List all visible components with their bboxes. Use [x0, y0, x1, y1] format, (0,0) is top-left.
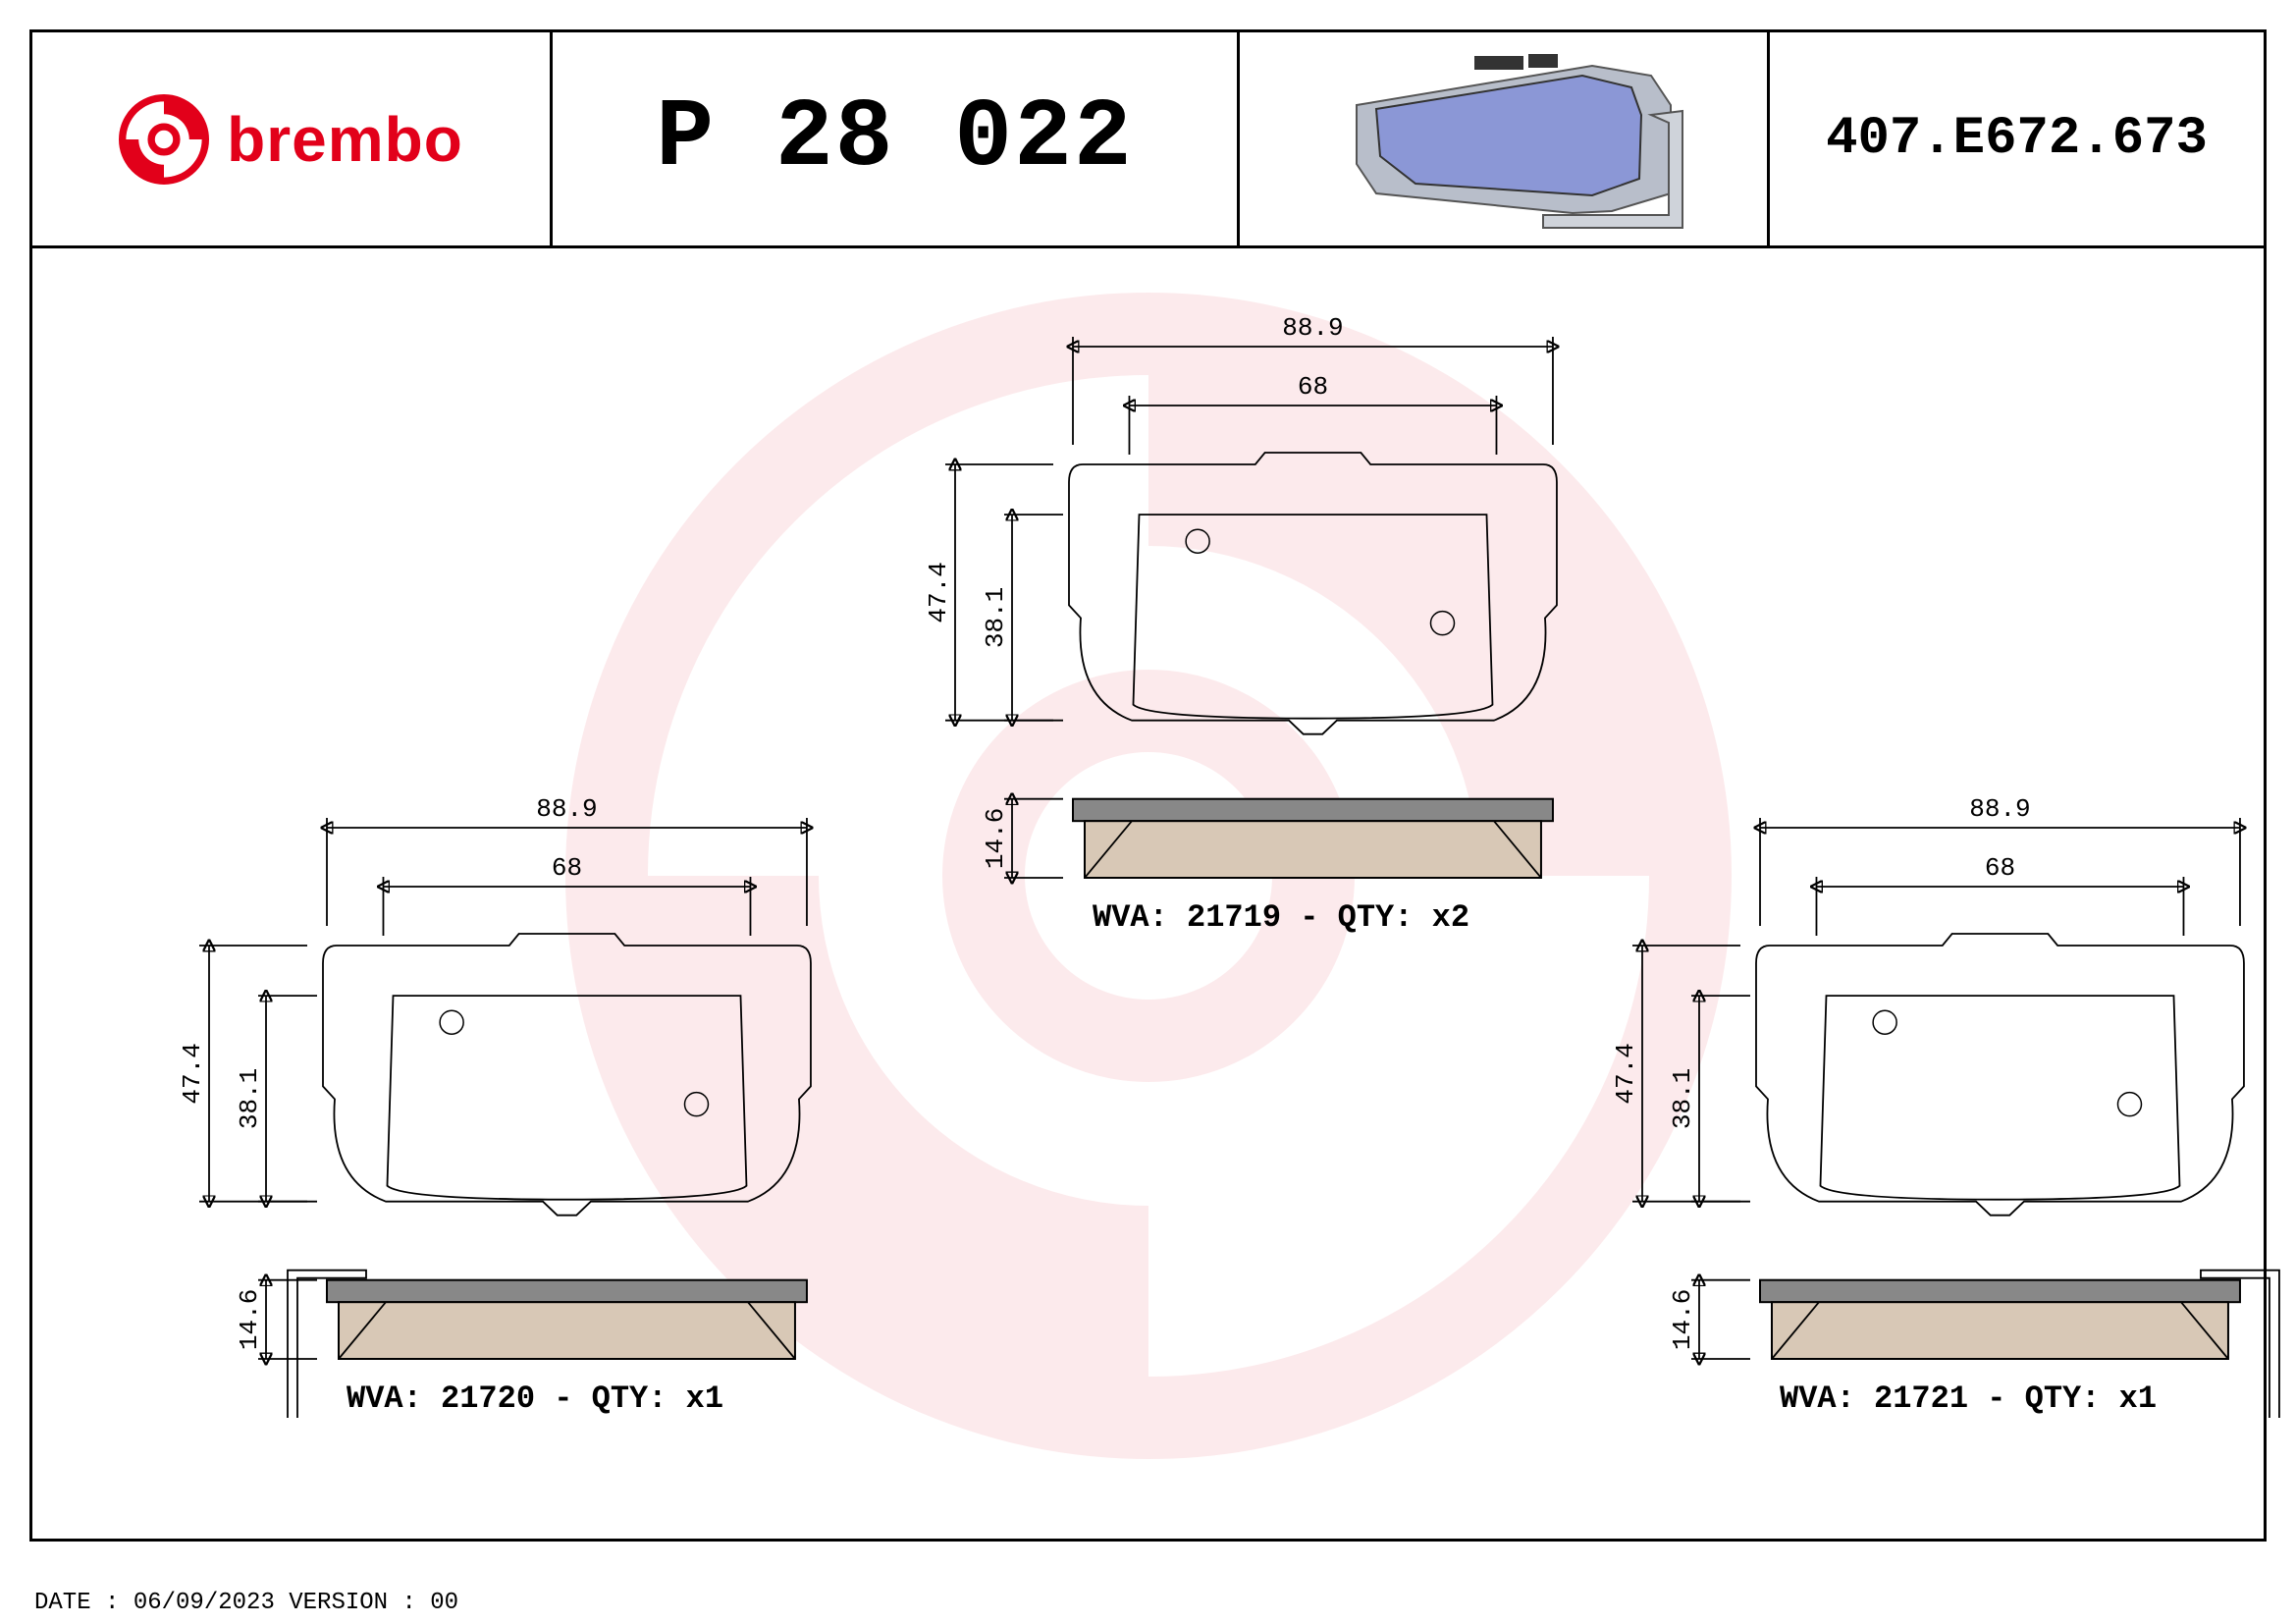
pad-block-right: 88.9 68 47.4 38.1 14.6 WVA: 21721 - QTY:… — [1564, 759, 2296, 1530]
part-number-cell: P 28 022 — [553, 32, 1240, 245]
part-number: P 28 022 — [656, 84, 1133, 193]
svg-text:68: 68 — [1985, 853, 2015, 883]
svg-text:38.1: 38.1 — [1668, 1068, 1697, 1129]
pad-block-top: 88.9 68 47.4 38.1 14.6 WVA: 21719 - QTY:… — [877, 278, 1642, 1049]
doc-code-cell: 407.E672.673 — [1770, 32, 2264, 245]
svg-text:38.1: 38.1 — [235, 1068, 264, 1129]
drawing-area: 88.9 68 47.4 38.1 14.6 WVA: 21719 - QTY:… — [32, 248, 2264, 1544]
wva-label-top: WVA: 21719 - QTY: x2 — [1093, 899, 1469, 936]
svg-text:88.9: 88.9 — [536, 794, 597, 824]
svg-text:38.1: 38.1 — [981, 587, 1010, 648]
svg-text:47.4: 47.4 — [924, 562, 953, 623]
brembo-logo: brembo — [119, 94, 463, 185]
drawing-frame: brembo P 28 022 407.E672.673 — [29, 29, 2267, 1542]
pad-block-left: 88.9 68 47.4 38.1 14.6 WVA: 21720 - QTY:… — [131, 759, 896, 1530]
svg-text:47.4: 47.4 — [1611, 1043, 1640, 1104]
wva-label-right: WVA: 21721 - QTY: x1 — [1780, 1380, 2157, 1417]
header-row: brembo P 28 022 407.E672.673 — [32, 32, 2264, 248]
brand-name: brembo — [227, 103, 463, 176]
svg-text:47.4: 47.4 — [178, 1043, 207, 1104]
svg-text:88.9: 88.9 — [1282, 313, 1343, 343]
svg-text:14.6: 14.6 — [1668, 1289, 1697, 1350]
product-render-cell — [1240, 32, 1770, 245]
logo-cell: brembo — [32, 32, 553, 245]
wva-label-left: WVA: 21720 - QTY: x1 — [347, 1380, 723, 1417]
svg-text:14.6: 14.6 — [981, 808, 1010, 869]
brembo-icon — [119, 94, 209, 185]
svg-text:68: 68 — [552, 853, 582, 883]
doc-code: 407.E672.673 — [1826, 109, 2208, 169]
svg-text:14.6: 14.6 — [235, 1289, 264, 1350]
product-render — [1317, 46, 1690, 233]
svg-text:68: 68 — [1298, 372, 1328, 402]
footer-text: DATE : 06/09/2023 VERSION : 00 — [34, 1590, 458, 1616]
svg-text:88.9: 88.9 — [1969, 794, 2030, 824]
